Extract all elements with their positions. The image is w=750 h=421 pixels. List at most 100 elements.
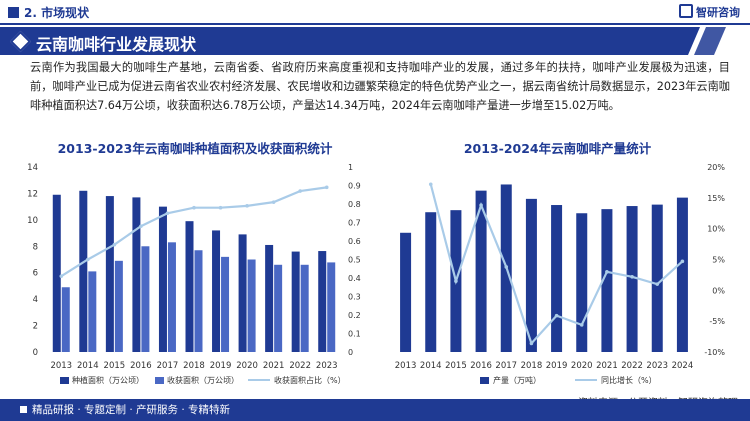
chart1-title: 2013-2023年云南咖啡种植面积及收获面积统计 (57, 141, 333, 156)
bar-harvested-area (167, 242, 176, 352)
x-tick-label: 2021 (263, 361, 285, 371)
x-tick-label: 2015 (445, 361, 467, 371)
y2-tick-label: 15% (707, 194, 725, 203)
intro-paragraph: 云南作为我国最大的咖啡生产基地，云南省委、省政府历来高度重视和支持咖啡产业的发展… (30, 61, 730, 112)
x-tick-label: 2013 (50, 361, 72, 371)
x-tick-label: 2019 (546, 361, 568, 371)
point-harvest-ratio (112, 242, 117, 247)
y-tick-label: 10 (27, 216, 38, 226)
legend-swatch-harvested (155, 377, 164, 384)
point-yoy-growth (579, 323, 584, 327)
section-marker (8, 7, 19, 18)
y2-tick-label: 0.1 (348, 330, 361, 339)
bar-planted-area (52, 194, 61, 352)
line-harvest-ratio (60, 186, 327, 278)
point-yoy-growth (655, 282, 660, 286)
point-harvest-ratio (245, 204, 249, 208)
x-tick-label: 2020 (236, 361, 258, 371)
point-harvest-ratio (192, 205, 196, 210)
title-banner: 云南咖啡行业发展现状 (0, 27, 750, 55)
chart1-plot: 0 2 4 6 8 10 12 14 0 0.1 0.2 0.3 0.4 0.5 0.6 0.7 0.8 0.9 1… (27, 163, 361, 385)
y-tick-label: 4 (33, 295, 38, 305)
y-tick-label: 8 (33, 242, 38, 252)
y-tick-label: 0 (33, 348, 38, 358)
y-tick-label: 6 (33, 269, 38, 279)
point-yoy-growth (680, 259, 685, 264)
bar-output (400, 232, 412, 352)
bar-planted-area (291, 251, 300, 352)
y2-tick-label: 5% (712, 256, 725, 265)
y2-tick-label: 20% (707, 163, 725, 172)
bar-harvested-area (194, 250, 203, 352)
bar-output (425, 212, 437, 352)
bar-output (551, 205, 563, 352)
section-label: 2. 市场现状 (24, 6, 90, 20)
y2-tick-label: -10% (704, 348, 725, 357)
bar-planted-area (132, 197, 141, 352)
x-tick-label: 2023 (646, 361, 668, 371)
y2-tick-label: 1 (348, 163, 353, 172)
y2-tick-label: 0.5 (348, 256, 361, 265)
point-yoy-growth (630, 274, 634, 279)
x-tick-label: 2015 (104, 361, 126, 371)
x-tick-label: 2018 (183, 361, 205, 371)
point-yoy-growth (479, 203, 483, 208)
bar-harvested-area (221, 256, 230, 352)
x-tick-label: 2014 (420, 361, 442, 371)
x-tick-label: 2020 (571, 361, 593, 371)
y2-tick-label: 0.8 (348, 200, 361, 209)
point-harvest-ratio (165, 211, 170, 216)
y2-tick-label: 0% (712, 286, 725, 295)
x-tick-label: 2024 (672, 361, 694, 371)
footer-tagline: 精品研报 · 专题定制 · 产研服务 · 专精特新 (32, 404, 231, 416)
y2-tick-label: 0 (348, 348, 353, 357)
y2-tick-label: -5% (709, 317, 725, 326)
chart2-title: 2013-2024年云南咖啡产量统计 (463, 141, 652, 156)
point-harvest-ratio (139, 224, 143, 228)
x-tick-label: 2016 (470, 361, 492, 371)
bar-harvested-area (274, 264, 283, 352)
bar-planted-area (265, 244, 274, 352)
bar-planted-area (105, 196, 114, 352)
bar-planted-area (185, 221, 194, 352)
bar-output (676, 197, 688, 352)
y-tick-label: 2 (33, 322, 38, 332)
bar-harvested-area (88, 271, 97, 352)
y2-tick-label: 0.3 (348, 293, 361, 302)
legend-label-planted: 种植面积（万公顷） (72, 375, 144, 385)
footer-bar: 精品研报 · 专题定制 · 产研服务 · 专精特新 (0, 399, 750, 421)
point-yoy-growth (605, 270, 609, 274)
bar-output (475, 190, 487, 352)
point-harvest-ratio (218, 205, 223, 210)
y2-tick-label: 0.2 (348, 311, 361, 320)
point-yoy-growth (554, 313, 559, 318)
chart2-plot: -10% -5% 0% 5% 10% 15% 20% 2013 2014 2015 2016 2017… (395, 163, 726, 385)
bar-harvested-area (114, 260, 123, 352)
bar-harvested-area (247, 259, 256, 352)
brand-name: 智研咨询 (696, 6, 740, 19)
x-tick-label: 2014 (77, 361, 99, 371)
y2-tick-label: 0.4 (348, 274, 361, 283)
brand-logo-icon (679, 4, 693, 18)
y2-tick-label: 0.7 (348, 219, 361, 228)
brand-logo: 智研咨询 (679, 4, 740, 20)
top-bar: 2. 市场现状 智研咨询 (0, 0, 750, 26)
bar-output (651, 204, 663, 352)
x-tick-label: 2022 (621, 361, 643, 371)
point-yoy-growth (529, 341, 534, 346)
bar-planted-area (158, 206, 167, 352)
bar-output (576, 213, 588, 352)
legend-label-output: 产量（万吨） (493, 375, 541, 385)
point-harvest-ratio (86, 257, 90, 262)
x-tick-label: 2023 (316, 361, 338, 371)
bar-harvested-area (141, 246, 150, 352)
x-tick-label: 2016 (130, 361, 152, 371)
y-tick-label: 14 (27, 163, 38, 173)
bar-harvested-area (61, 287, 70, 352)
legend-swatch-planted (60, 377, 69, 384)
x-tick-label: 2017 (495, 361, 517, 371)
bar-planted-area (79, 190, 88, 352)
legend-label-yoy: 同比增长（%） (601, 375, 657, 385)
bar-planted-area (318, 251, 327, 352)
point-yoy-growth (428, 182, 433, 187)
